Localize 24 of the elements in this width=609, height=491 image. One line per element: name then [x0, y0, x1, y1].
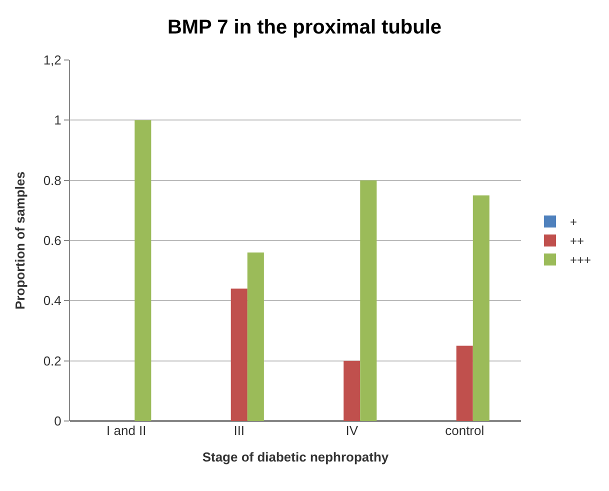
bar — [230, 288, 248, 421]
y-tick-label: 0.4 — [43, 293, 62, 308]
bar — [360, 180, 377, 421]
chart-title: BMP 7 in the proximal tubule — [167, 16, 442, 39]
bar — [472, 195, 490, 421]
y-tick-label: 0.6 — [43, 233, 62, 248]
x-tick-label: I and II — [106, 423, 146, 438]
y-tick-label: 1 — [54, 112, 62, 128]
legend-label: +++ — [570, 253, 592, 268]
x-tick-label: III — [234, 423, 245, 438]
y-tick-label: 1,2 — [43, 52, 62, 68]
bar — [344, 360, 360, 421]
legend-label: ++ — [570, 234, 584, 248]
x-axis-title: Stage of diabetic nephropathy — [202, 450, 390, 465]
bar — [456, 346, 473, 421]
y-tick-label: 0 — [54, 414, 62, 429]
y-tick-label: 0.8 — [43, 172, 62, 188]
bar — [134, 120, 152, 421]
y-tick-label: 0.2 — [43, 353, 62, 368]
legend-label: + — [570, 215, 578, 230]
x-tick-label: control — [445, 423, 484, 438]
bar — [247, 252, 264, 421]
x-tick-label: IV — [346, 423, 358, 438]
y-axis-title: Proportion of samples — [12, 172, 28, 310]
